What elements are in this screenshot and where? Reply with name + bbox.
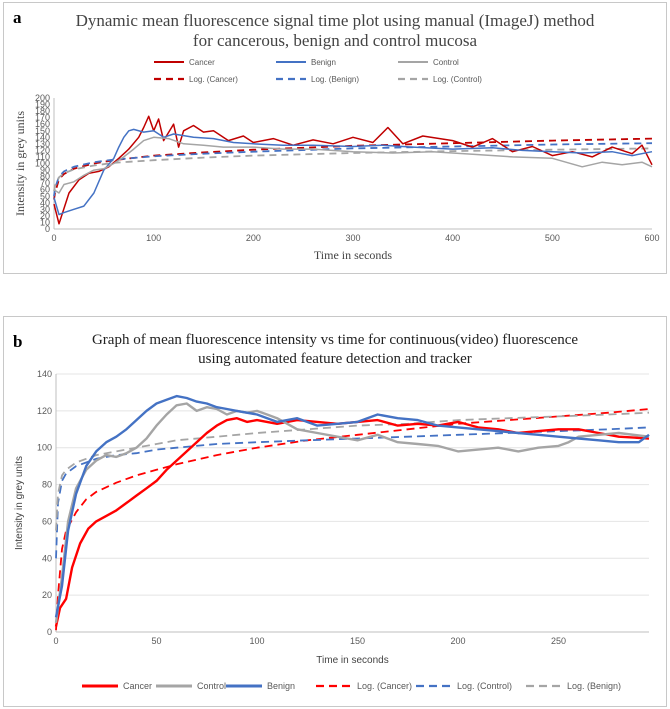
chart-a-y-tick-label: 150 xyxy=(35,126,50,136)
chart-b-y-tick-label: 140 xyxy=(37,369,52,379)
chart-a-x-axis-title: Time in seconds xyxy=(314,248,393,262)
chart-a-y-tick-label: 100 xyxy=(35,159,50,169)
chart-a-series-control xyxy=(53,136,653,194)
chart-b-plot: 0 20 40 60 80 100 120 140 0 50 100 150 200 250 Time in… xyxy=(14,369,650,691)
chart-b-legend-label-cancer: Cancer xyxy=(123,681,152,691)
chart-a-y-tick-label: 30 xyxy=(40,204,50,214)
chart-b-y-tick-label: 60 xyxy=(42,516,52,526)
chart-a-legend-label-log-cancer: Log. (Cancer) xyxy=(189,75,238,84)
chart-panel-b: b Graph of mean fluorescence intensity v… xyxy=(3,316,667,707)
chart-a-legend-label-log-benign: Log. (Benign) xyxy=(311,75,359,84)
chart-a-legend-label-benign: Benign xyxy=(311,58,336,67)
chart-a-y-tick-label: 180 xyxy=(35,106,50,116)
chart-a-x-tick-label: 100 xyxy=(146,233,161,243)
chart-b-series-log-cancer xyxy=(55,408,650,631)
chart-a-y-tick-label: 190 xyxy=(35,100,50,110)
chart-a-title-line2: for cancerous, benign and control mucosa xyxy=(192,31,478,50)
chart-b-legend-label-control: Control xyxy=(197,681,226,691)
chart-a-y-tick-label: 80 xyxy=(40,172,50,182)
chart-a-legend-label-log-control: Log. (Control) xyxy=(433,75,482,84)
chart-a-y-tick-label: 160 xyxy=(35,119,50,129)
chart-a-y-tick-label: 170 xyxy=(35,113,50,123)
panel-a-label: a xyxy=(13,8,22,27)
chart-a-series-log-benign xyxy=(53,142,653,197)
chart-a-y-tick-label: 0 xyxy=(45,224,50,234)
chart-a-y-tick-label: 120 xyxy=(35,145,50,155)
chart-b-x-tick-label: 250 xyxy=(551,636,566,646)
chart-a-legend-label-control: Control xyxy=(433,58,459,67)
chart-b-legend-label-log-benign: Log. (Benign) xyxy=(567,681,621,691)
chart-b-y-tick-label: 120 xyxy=(37,406,52,416)
chart-a-x-tick-label: 300 xyxy=(345,233,360,243)
chart-a-y-tick-label: 50 xyxy=(40,191,50,201)
chart-b-x-tick-label: 200 xyxy=(451,636,466,646)
chart-b-y-axis-title: Intensity in grey units xyxy=(14,456,25,550)
chart-b-legend-label-log-control: Log. (Control) xyxy=(457,681,512,691)
chart-a-title-line1: Dynamic mean fluorescence signal time pl… xyxy=(75,11,595,30)
chart-b-x-tick-label: 100 xyxy=(250,636,265,646)
chart-a-y-tick-label: 130 xyxy=(35,139,50,149)
chart-a-series-log-control xyxy=(53,147,653,192)
chart-panel-a: a Dynamic mean fluorescence signal time … xyxy=(3,2,667,274)
chart-b-title-line2: using automated feature detection and tr… xyxy=(198,351,472,367)
chart-a-y-tick-label: 60 xyxy=(40,185,50,195)
chart-a-y-tick-label: 70 xyxy=(40,178,50,188)
chart-b-series-control xyxy=(54,402,650,623)
chart-b-y-tick-label: 100 xyxy=(37,443,52,453)
chart-a-legend-label-cancer: Cancer xyxy=(189,58,215,67)
chart-b-series-benign xyxy=(54,394,650,618)
chart-b-x-tick-label: 0 xyxy=(53,636,58,646)
chart-b-series-log-benign xyxy=(55,411,650,531)
chart-b-y-tick-label: 0 xyxy=(47,627,52,637)
panel-b-label: b xyxy=(13,332,23,351)
chart-a-y-tick-label: 200 xyxy=(35,93,50,103)
chart-a-y-axis-title: Intensity in grey units xyxy=(13,111,27,216)
chart-b-series-cancer xyxy=(54,416,650,627)
chart-b-title-line1: Graph of mean fluorescence intensity vs … xyxy=(91,332,579,348)
chart-a-y-tick-label: 40 xyxy=(40,198,50,208)
chart-a-y-tick-label: 110 xyxy=(36,152,50,162)
chart-a-title: Dynamic mean fluorescence signal time pl… xyxy=(4,11,666,51)
chart-a-y-tick-label: 20 xyxy=(40,211,50,221)
chart-b-series-log-control xyxy=(55,426,650,559)
chart-a-y-tick-label: 90 xyxy=(40,165,50,175)
chart-a-x-tick-label: 200 xyxy=(246,233,261,243)
chart-b-y-tick-label: 20 xyxy=(42,590,52,600)
chart-b-legend-label-benign: Benign xyxy=(267,681,295,691)
chart-a-x-tick-label: 500 xyxy=(545,233,560,243)
chart-a-x-tick-label: 600 xyxy=(644,233,659,243)
chart-b-x-tick-label: 50 xyxy=(152,636,162,646)
chart-b-legend-label-log-cancer: Log. (Cancer) xyxy=(357,681,412,691)
chart-a-x-tick-label: 400 xyxy=(445,233,460,243)
chart-a-y-tick-label: 140 xyxy=(35,132,50,142)
chart-a-y-tick-label: 10 xyxy=(40,217,50,227)
chart-a-x-tick-label: 0 xyxy=(51,233,56,243)
chart-b-y-tick-label: 80 xyxy=(42,480,52,490)
chart-a-series-cancer xyxy=(53,115,653,225)
chart-b-x-axis-title: Time in seconds xyxy=(316,655,388,666)
chart-b-y-tick-label: 40 xyxy=(42,553,52,563)
chart-a-plot: 0102030405060708090100110120130140150160… xyxy=(13,58,660,262)
chart-b-x-tick-label: 150 xyxy=(350,636,365,646)
chart-a-series-benign xyxy=(53,128,653,216)
chart-b-title: Graph of mean fluorescence intensity vs … xyxy=(4,331,666,369)
